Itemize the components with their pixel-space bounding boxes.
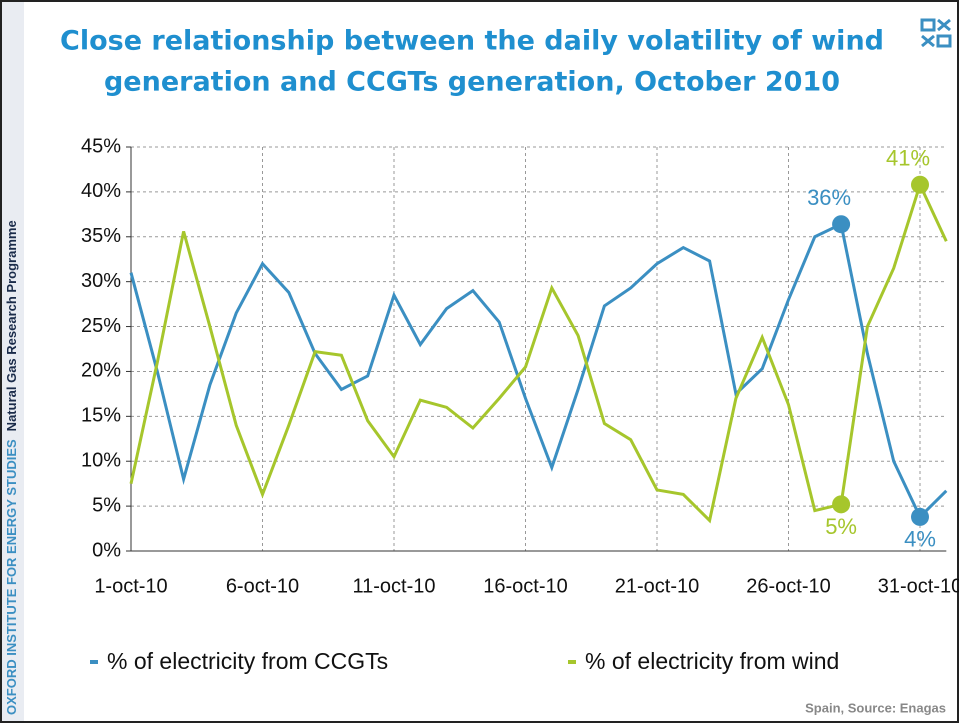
programme: Natural Gas Research Programme <box>4 220 19 431</box>
title-line: generation and CCGTs generation, October… <box>104 67 840 98</box>
footer-source: Spain, Source: Enagas <box>805 700 946 715</box>
x-tick-label: 6-oct-10 <box>226 575 299 597</box>
legend-swatch <box>568 660 576 664</box>
y-tick-label: 0% <box>92 539 121 561</box>
y-tick-label: 5% <box>92 494 121 516</box>
y-tick-label: 40% <box>81 180 121 202</box>
y-tick-label: 15% <box>81 405 121 427</box>
title-line: Close relationship between the daily vol… <box>60 26 884 57</box>
data-label: 41% <box>886 146 930 171</box>
legend-swatch <box>90 660 98 664</box>
x-tick-label: 26-oct-10 <box>746 575 831 597</box>
y-tick-label: 30% <box>81 270 121 292</box>
sidebar <box>2 2 24 721</box>
legend-label: % of electricity from wind <box>585 648 839 674</box>
x-tick-label: 21-oct-10 <box>615 575 700 597</box>
x-tick-label: 1-oct-10 <box>94 575 167 597</box>
x-tick-label: 16-oct-10 <box>483 575 568 597</box>
sidebar-text: OXFORD INSTITUTE FOR ENERGY STUDIES Natur… <box>4 220 19 715</box>
highlight-marker <box>911 175 929 194</box>
legend-label: % of electricity from CCGTs <box>107 648 388 674</box>
data-label: 4% <box>904 527 936 552</box>
y-tick-label: 20% <box>81 360 121 382</box>
x-tick-label: 11-oct-10 <box>352 575 435 597</box>
y-tick-label: 25% <box>81 315 121 337</box>
x-tick-label: 31-oct-10 <box>878 575 959 597</box>
y-tick-label: 10% <box>81 450 121 472</box>
data-label: 5% <box>825 514 857 539</box>
highlight-marker <box>911 507 929 526</box>
highlight-marker <box>832 215 851 234</box>
series-line <box>129 222 948 520</box>
logo <box>920 18 952 48</box>
y-tick-label: 45% <box>81 135 121 157</box>
highlight-marker <box>832 495 851 514</box>
series-line <box>129 180 948 524</box>
y-tick-label: 35% <box>81 225 121 247</box>
data-label: 36% <box>807 185 851 210</box>
institute: OXFORD INSTITUTE FOR ENERGY STUDIES <box>4 439 19 715</box>
